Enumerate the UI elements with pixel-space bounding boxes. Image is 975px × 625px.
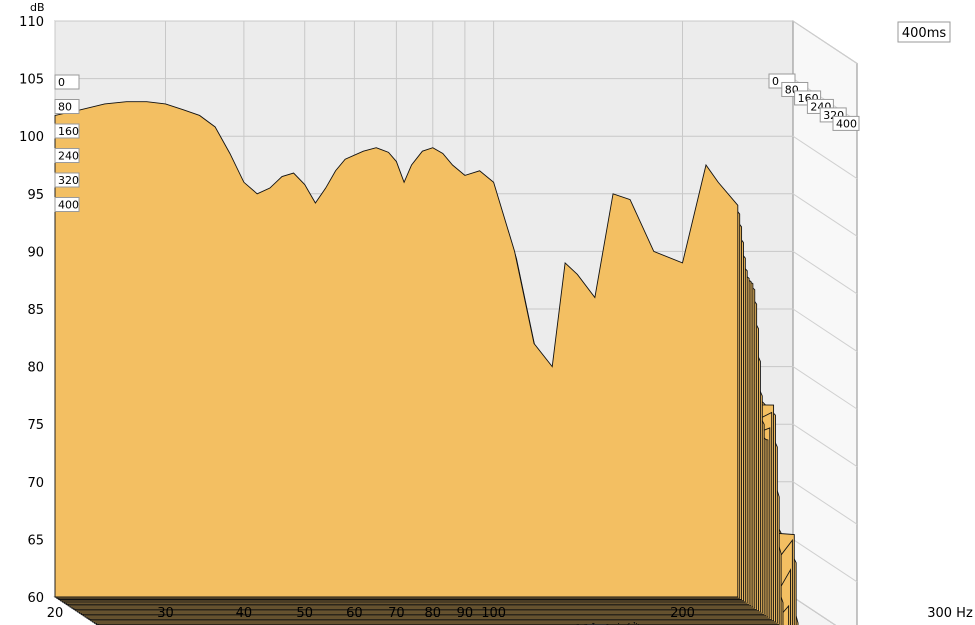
- y-tick-label: 85: [27, 303, 44, 318]
- slice-label-left: 240: [54, 148, 80, 163]
- x-tick-label: 200: [670, 606, 695, 621]
- slice-label-left: 160: [54, 123, 80, 139]
- y-axis: 60 65 70 75 80 85 90 95 100 105 110: [19, 15, 44, 606]
- y-tick-label: 60: [27, 591, 44, 606]
- y-tick-label: 105: [19, 73, 44, 88]
- y-tick-label: 95: [27, 188, 44, 203]
- slice-label-left: 320: [54, 172, 80, 188]
- waterfall-slices: [54, 101, 799, 625]
- x-axis: 20 30 40 50 60 70 80 90 100 200 300 Hz: [47, 606, 973, 621]
- slice-label-left: 0: [54, 74, 80, 90]
- time-window-label: 400ms: [902, 26, 946, 41]
- x-tick-label: 30: [157, 606, 174, 621]
- x-tick-label: 90: [457, 606, 474, 621]
- y-tick-label: 75: [27, 418, 44, 433]
- slice-label-left-text: 320: [58, 174, 79, 187]
- slice-label-left-text: 0: [58, 76, 65, 89]
- slice-label-left: 80: [54, 99, 80, 114]
- y-tick-label: 110: [19, 15, 44, 30]
- y-tick-label: 90: [27, 245, 44, 260]
- slice-label-left-text: 400: [58, 199, 79, 212]
- slice-label-left-text: 80: [58, 101, 72, 114]
- slice-label-left-text: 160: [58, 125, 79, 138]
- x-tick-label: 60: [346, 606, 363, 621]
- slice-label-right: 400: [832, 115, 860, 131]
- x-tick-label: 70: [388, 606, 405, 621]
- y-tick-label: 70: [27, 476, 44, 491]
- slice-label-right-text: 0: [772, 75, 779, 88]
- y-tick-label: 100: [19, 130, 44, 145]
- x-tick-label: 300 Hz: [927, 606, 973, 621]
- slice-label-left: 400: [54, 197, 80, 212]
- x-tick-label: 100: [481, 606, 506, 621]
- waterfall-slice: [54, 101, 739, 598]
- time-window-badge: 400ms: [897, 21, 951, 43]
- x-tick-label: 20: [47, 606, 64, 621]
- y-axis-label: dB: [30, 1, 45, 14]
- x-tick-label: 50: [296, 606, 313, 621]
- x-tick-label: 80: [425, 606, 442, 621]
- x-tick-label: 40: [236, 606, 253, 621]
- y-tick-label: 80: [27, 361, 44, 376]
- slice-label-right-text: 400: [836, 117, 857, 130]
- slice-label-left-text: 240: [58, 150, 79, 163]
- y-tick-label: 65: [27, 533, 44, 548]
